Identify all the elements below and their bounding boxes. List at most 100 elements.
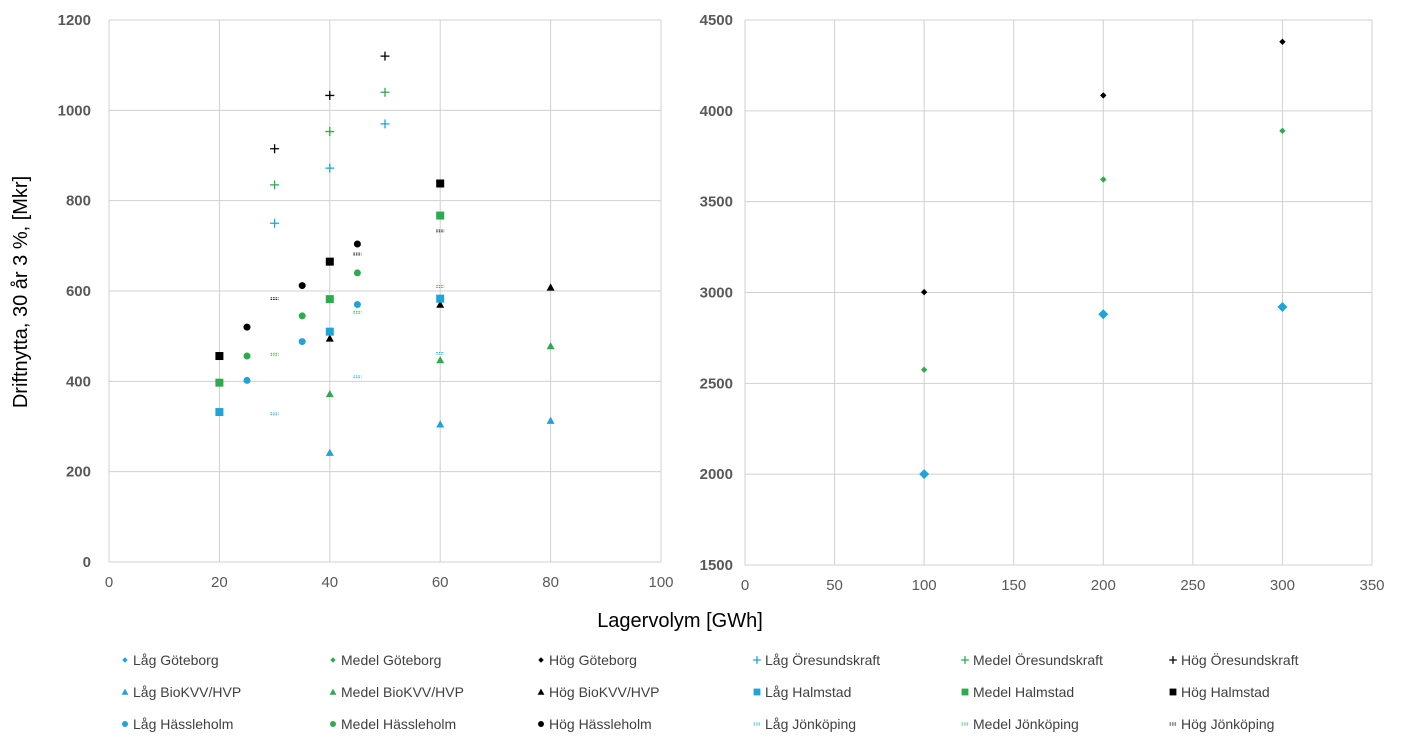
legend-marker bbox=[1169, 656, 1177, 664]
data-point bbox=[325, 257, 334, 266]
y-axis-label: Driftnytta, 30 år 3 %, [Mkr] bbox=[10, 176, 32, 408]
legend-marker bbox=[330, 721, 336, 727]
series-lag-halmstad bbox=[215, 294, 445, 417]
legend-item-lag-biokvv-hvp: Låg BioKVV/HVP bbox=[121, 684, 241, 700]
data-point bbox=[920, 366, 928, 373]
legend-marker bbox=[753, 722, 761, 726]
data-point bbox=[436, 351, 445, 355]
data-point bbox=[1279, 38, 1286, 45]
y-tick-label: 1200 bbox=[58, 12, 91, 29]
legend: Låg Göteborg Medel Göteborg Hög Göteborg Lå… bbox=[121, 651, 1299, 732]
data-point bbox=[380, 119, 390, 129]
legend-label: Hög Hässleholm bbox=[549, 716, 652, 732]
x-tick-label: 250 bbox=[1180, 577, 1205, 594]
series-medel-goteborg bbox=[920, 127, 1286, 373]
legend-marker bbox=[753, 688, 761, 696]
y-tick-label: 3000 bbox=[700, 285, 733, 302]
legend-marker bbox=[122, 721, 128, 727]
legend-label: Medel Öresundskraft bbox=[973, 651, 1103, 668]
legend-label: Låg Halmstad bbox=[765, 684, 851, 700]
data-point bbox=[215, 378, 224, 387]
data-point bbox=[919, 469, 930, 480]
legend-marker bbox=[961, 722, 969, 726]
data-point bbox=[920, 288, 928, 296]
y-tick-label: 2500 bbox=[700, 375, 733, 392]
data-point bbox=[546, 416, 555, 424]
data-point bbox=[215, 408, 224, 417]
legend-label: Medel Jönköping bbox=[973, 716, 1079, 732]
legend-marker bbox=[330, 657, 336, 663]
legend-item-hog-jonkoping: Hög Jönköping bbox=[1169, 716, 1274, 732]
data-point bbox=[353, 375, 362, 379]
data-point bbox=[546, 283, 555, 291]
x-tick-label: 200 bbox=[1091, 577, 1116, 594]
series-medel-biokvv-hvp bbox=[325, 342, 555, 398]
x-tick-label: 300 bbox=[1270, 577, 1295, 594]
right-chart-panel: 0 50 100 150 200 250 300 350 1500 2000 2500 3000 350… bbox=[700, 12, 1385, 594]
legend-item-lag-oresundskraft: Låg Öresundskraft bbox=[753, 651, 880, 668]
y-tick-label: 1000 bbox=[58, 102, 91, 119]
data-point bbox=[270, 297, 279, 301]
legend-item-lag-hassleholm: Låg Hässleholm bbox=[122, 716, 233, 732]
legend-item-hog-goteborg: Hög Göteborg bbox=[538, 652, 637, 668]
data-point bbox=[436, 356, 445, 364]
data-point bbox=[436, 211, 445, 220]
x-tick-label: 100 bbox=[648, 574, 673, 591]
series-lag-hassleholm bbox=[243, 301, 361, 384]
series-medel-halmstad bbox=[215, 211, 445, 387]
x-tick-label: 350 bbox=[1359, 577, 1384, 594]
data-point bbox=[243, 352, 251, 360]
y-tick-label: 800 bbox=[66, 193, 91, 210]
legend-label: Hög BioKVV/HVP bbox=[549, 684, 660, 700]
legend-item-medel-halmstad: Medel Halmstad bbox=[961, 684, 1074, 700]
data-point bbox=[325, 448, 334, 456]
data-point bbox=[325, 389, 334, 398]
series-hog-goteborg bbox=[920, 38, 1286, 296]
legend-label: Låg Öresundskraft bbox=[765, 651, 880, 668]
data-point bbox=[270, 412, 279, 416]
legend-label: Hög Öresundskraft bbox=[1181, 651, 1299, 668]
data-point bbox=[380, 87, 390, 97]
legend-label: Hög Göteborg bbox=[549, 652, 637, 668]
legend-label: Hög Jönköping bbox=[1181, 716, 1274, 732]
y-tick-label: 0 bbox=[83, 554, 91, 571]
y-tick-label: 4000 bbox=[700, 103, 733, 120]
legend-item-lag-goteborg: Låg Göteborg bbox=[122, 652, 219, 668]
data-point bbox=[1277, 302, 1288, 313]
legend-label: Låg Jönköping bbox=[765, 716, 856, 732]
series-lag-goteborg bbox=[919, 302, 1288, 480]
data-point bbox=[436, 420, 445, 428]
data-point bbox=[270, 352, 279, 356]
x-tick-label: 20 bbox=[211, 574, 228, 591]
legend-item-medel-oresundskraft: Medel Öresundskraft bbox=[961, 651, 1103, 668]
data-point bbox=[325, 163, 335, 173]
data-point bbox=[436, 179, 445, 188]
data-point bbox=[270, 218, 280, 228]
data-point bbox=[436, 294, 445, 303]
series-hog-halmstad bbox=[215, 179, 445, 361]
data-point bbox=[298, 282, 306, 290]
data-point bbox=[353, 252, 362, 256]
legend-item-hog-halmstad: Hög Halmstad bbox=[1169, 684, 1270, 700]
series-hog-oresundskraft bbox=[270, 51, 390, 154]
series-medel-oresundskraft bbox=[270, 87, 390, 190]
data-point bbox=[546, 342, 555, 350]
data-point bbox=[243, 323, 251, 331]
legend-marker bbox=[538, 721, 544, 727]
legend-item-medel-hassleholm: Medel Hässleholm bbox=[330, 716, 456, 732]
y-tick-label: 400 bbox=[66, 373, 91, 390]
legend-item-medel-jonkoping: Medel Jönköping bbox=[961, 716, 1079, 732]
series-hog-hassleholm bbox=[243, 240, 361, 331]
legend-marker bbox=[753, 656, 761, 664]
series-lag-jonkoping bbox=[270, 351, 445, 416]
data-point bbox=[325, 90, 335, 100]
legend-item-hog-hassleholm: Hög Hässleholm bbox=[538, 716, 652, 732]
data-point bbox=[270, 180, 280, 190]
data-point bbox=[1279, 127, 1286, 135]
legend-item-lag-jonkoping: Låg Jönköping bbox=[753, 716, 856, 732]
legend-item-medel-goteborg: Medel Göteborg bbox=[330, 652, 441, 668]
legend-marker bbox=[961, 656, 969, 664]
x-tick-label: 50 bbox=[826, 577, 843, 594]
legend-marker bbox=[538, 657, 544, 663]
